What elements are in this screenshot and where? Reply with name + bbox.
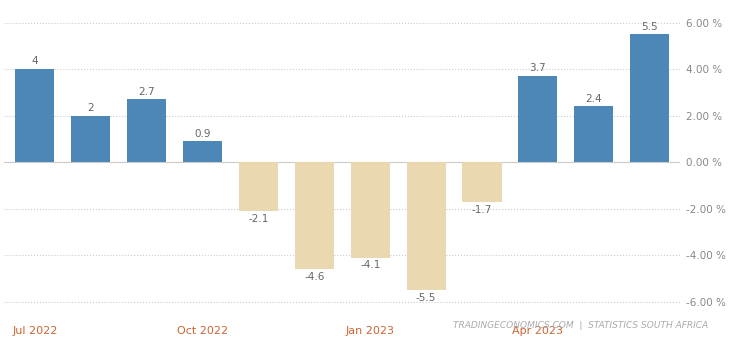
Bar [518,76,558,162]
Text: -4.6: -4.6 [304,272,325,282]
Text: -2.1: -2.1 [248,214,269,224]
Bar [575,106,613,162]
Bar [407,162,446,290]
Bar [630,34,669,162]
Bar [462,162,502,202]
Bar [239,162,278,211]
Bar [350,162,390,257]
Text: 2: 2 [88,103,94,113]
Bar [127,100,166,162]
Bar [72,116,110,162]
Text: TRADINGECONOMICS.COM  |  STATISTICS SOUTH AFRICA: TRADINGECONOMICS.COM | STATISTICS SOUTH … [453,321,708,330]
Bar [295,162,334,269]
Text: -4.1: -4.1 [360,260,380,270]
Text: -5.5: -5.5 [416,293,437,303]
Text: -1.7: -1.7 [472,205,492,215]
Text: 2.4: 2.4 [585,94,602,104]
Text: 4: 4 [31,56,38,66]
Text: 2.7: 2.7 [139,87,155,97]
Text: 0.9: 0.9 [194,129,211,138]
Text: 5.5: 5.5 [642,22,658,32]
Bar [15,69,55,162]
Text: 3.7: 3.7 [529,64,546,73]
Bar [183,141,222,162]
